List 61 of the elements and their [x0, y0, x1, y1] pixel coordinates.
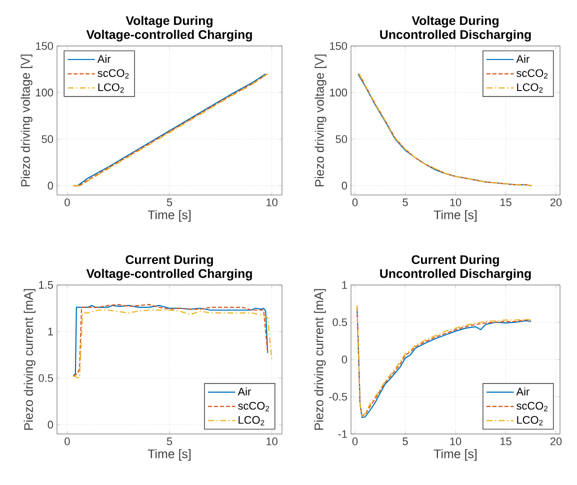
x-tick-label: 0	[352, 198, 358, 206]
x-tick-label: 5	[402, 438, 408, 446]
y-axis-title: Piezo driving voltage [V]	[20, 54, 32, 186]
y-tick-label: 150	[36, 42, 54, 50]
x-tick-label: 20	[550, 198, 562, 206]
x-axis-title: Time [s]	[434, 449, 477, 461]
chart-subtitle: Uncontrolled Discharging	[380, 268, 531, 280]
legend-label: Air	[516, 54, 530, 63]
x-tick-label: 10	[450, 438, 462, 446]
legend-label: Air	[97, 54, 111, 63]
x-tick-label: 10	[266, 198, 278, 206]
chart-title: Current During	[412, 254, 499, 267]
x-tick-label: 5	[166, 438, 172, 446]
x-tick-label: 10	[266, 438, 278, 446]
y-tick-label: 100	[36, 88, 54, 96]
chart-title: Current During	[126, 254, 213, 267]
legend-label: scCO$_{2}$	[516, 69, 548, 78]
y-tick-label: 0	[342, 182, 348, 190]
chart-title: Voltage During	[412, 16, 498, 28]
y-tick-label: 1	[342, 281, 347, 289]
x-tick-label: 15	[500, 198, 512, 206]
chart-subtitle: Uncontrolled Discharging	[380, 30, 531, 42]
legend-label: LCO$_{2}$	[517, 83, 543, 93]
y-tick-label: 1	[48, 328, 53, 336]
x-axis-title: Time [s]	[148, 449, 191, 461]
x-tick-label: 5	[402, 198, 408, 206]
y-tick-label: 150	[330, 42, 348, 50]
y-tick-label: -1	[338, 430, 347, 438]
chart-subtitle: Voltage-controlled Charging	[86, 268, 252, 280]
x-axis-title: Time [s]	[148, 210, 191, 222]
y-axis-title: Piezo driving current [mA]	[314, 289, 326, 430]
legend-label: scCO$_{2}$	[516, 402, 548, 412]
legend-label: Air	[238, 387, 251, 396]
y-axis-title: Piezo driving current [mA]	[24, 289, 36, 430]
legend-label: LCO$_{2}$	[98, 83, 124, 93]
y-tick-label: -0.5	[329, 392, 348, 401]
x-tick-label: 5	[166, 198, 172, 206]
y-tick-label: 0	[342, 356, 348, 364]
x-tick-label: 0	[64, 438, 70, 446]
y-tick-label: 0	[48, 182, 54, 190]
legend-label: scCO$_{2}$	[98, 69, 129, 78]
x-tick-label: 0	[64, 198, 70, 206]
x-tick-label: 20	[550, 438, 562, 446]
y-tick-label: 1.5	[39, 281, 54, 289]
y-tick-label: 0	[48, 420, 54, 429]
y-tick-label: 0.5	[38, 374, 54, 382]
x-tick-label: 0	[352, 438, 358, 446]
legend-label: Air	[516, 387, 530, 396]
x-tick-label: 15	[500, 438, 512, 446]
y-axis-title: Piezo driving voltage [V]	[314, 54, 326, 186]
legend-label: LCO$_{2}$	[517, 416, 543, 426]
y-tick-label: 0.5	[332, 318, 348, 326]
chart-title: Voltage During	[126, 16, 212, 28]
y-tick-label: 100	[330, 88, 348, 96]
x-tick-label: 10	[450, 198, 462, 206]
chart-subtitle: Voltage-controlled Charging	[86, 30, 252, 42]
y-tick-label: 50	[42, 135, 54, 143]
y-tick-label: 50	[336, 135, 348, 143]
x-axis-title: Time [s]	[434, 210, 477, 222]
legend-label: scCO$_{2}$	[238, 402, 270, 412]
legend-label: LCO$_{2}$	[238, 416, 264, 426]
